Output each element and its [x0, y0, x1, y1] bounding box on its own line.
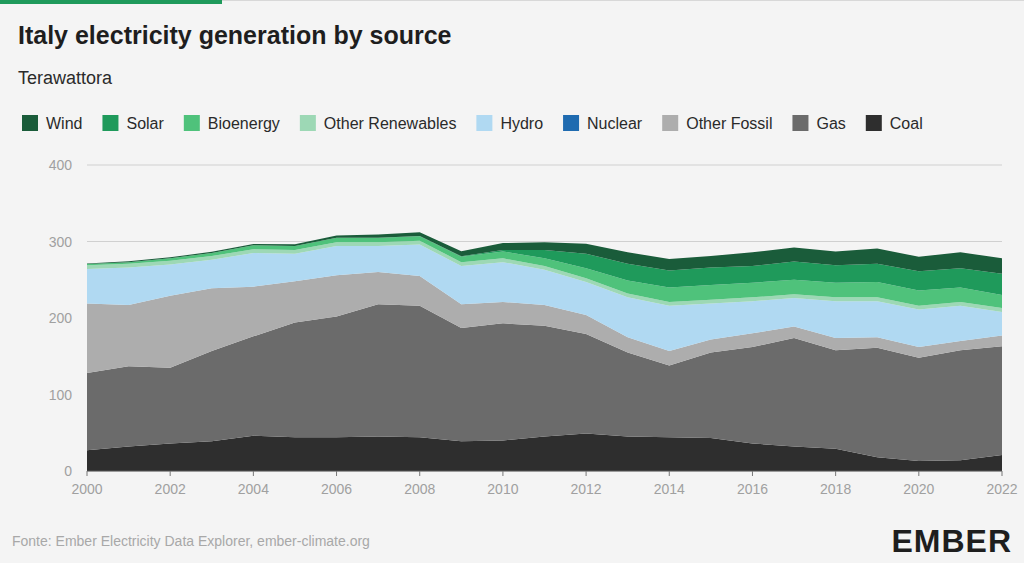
grid-line: [87, 165, 1002, 166]
x-tick-label: 2020: [903, 481, 934, 497]
grid: 0 100 200 300 400: [49, 157, 1002, 479]
grid-line: [87, 471, 1002, 472]
legend-label: Nuclear: [587, 115, 643, 132]
x-tick: [87, 471, 88, 476]
x-axis-line: [87, 470, 1002, 471]
x-tick-label: 2008: [404, 481, 435, 497]
x-tick-label: 2022: [986, 481, 1017, 497]
legend-label: Other Fossil: [686, 115, 772, 132]
x-tick: [170, 471, 171, 476]
legend-swatch: [866, 115, 882, 131]
x-tick-label: 2010: [487, 481, 518, 497]
y-tick-label: 200: [49, 310, 73, 326]
area: [87, 232, 1002, 273]
x-tick: [419, 471, 420, 476]
x-tick-label: 2004: [238, 481, 269, 497]
x-tick: [336, 471, 337, 476]
legend-label: Hydro: [500, 115, 543, 132]
legend: Wind Solar Bioenergy Other Renewables Hydro N…: [22, 115, 923, 132]
x-tick: [669, 471, 670, 476]
x-tick: [502, 471, 503, 476]
y-tick-label: 400: [49, 157, 73, 173]
legend-swatch: [300, 115, 316, 131]
grid-line: [87, 241, 1002, 242]
legend-label: Solar: [126, 115, 164, 132]
top-rule: [222, 0, 1024, 1]
x-tick-label: 2012: [571, 481, 602, 497]
legend-label: Coal: [890, 115, 923, 132]
legend-swatch: [563, 115, 579, 131]
y-tick-label: 300: [49, 234, 73, 250]
legend-swatch: [476, 115, 492, 131]
legend-swatch: [184, 115, 200, 131]
legend-swatch: [102, 115, 118, 131]
x-tick: [918, 471, 919, 476]
legend-label: Gas: [816, 115, 845, 132]
x-tick: [253, 471, 254, 476]
x-tick: [586, 471, 587, 476]
legend-label: Other Renewables: [324, 115, 457, 132]
x-tick: [752, 471, 753, 476]
x-tick: [1002, 471, 1003, 476]
legend-swatch: [22, 115, 38, 131]
x-tick-label: 2014: [654, 481, 685, 497]
x-tick: [835, 471, 836, 476]
legend-swatch: [662, 115, 678, 131]
legend-swatch: [792, 115, 808, 131]
x-tick-label: 2002: [155, 481, 186, 497]
source: Fonte: Ember Electricity Data Explorer, …: [12, 533, 370, 549]
title: Italy electricity generation by source: [18, 21, 452, 49]
x-tick-label: 2016: [737, 481, 768, 497]
legend-label: Bioenergy: [208, 115, 280, 132]
x-axis: 2000 2002 2004 2006 2008 2010 2012 2014 2016 2018…: [71, 471, 1017, 497]
legend-label: Wind: [46, 115, 82, 132]
y-tick-label: 0: [64, 463, 72, 479]
chart: Italy electricity generation by source Te…: [0, 0, 1024, 563]
x-tick-label: 2006: [321, 481, 352, 497]
logo: EMBER: [891, 523, 1012, 559]
areas: [87, 232, 1002, 471]
top-strip: [0, 0, 222, 4]
y-tick-label: 100: [49, 387, 73, 403]
x-tick-label: 2000: [71, 481, 102, 497]
subtitle: Terawattora: [18, 68, 113, 88]
x-tick-label: 2018: [820, 481, 851, 497]
